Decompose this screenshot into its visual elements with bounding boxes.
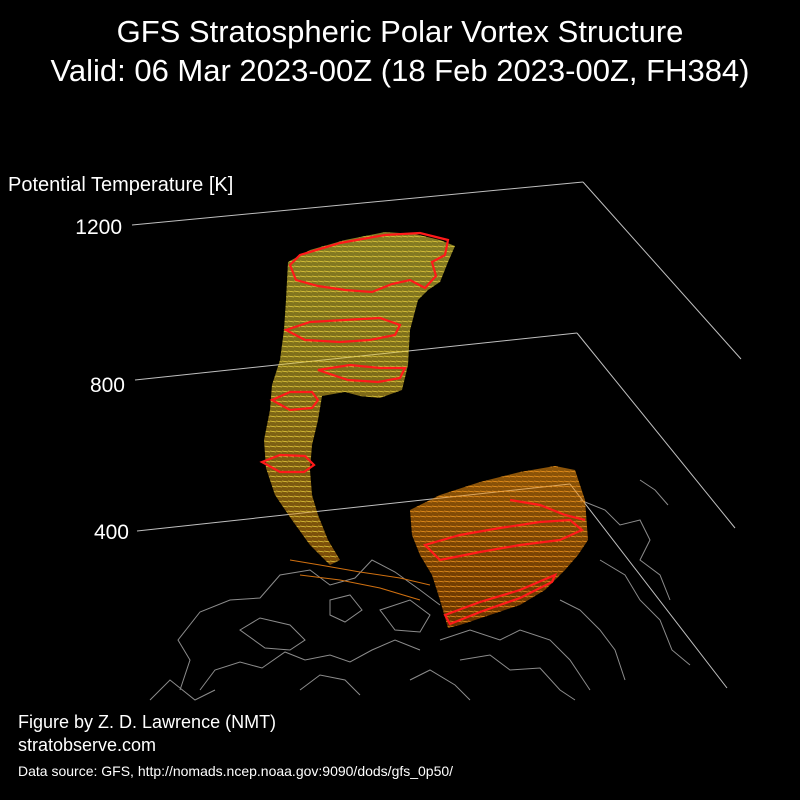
- author-credit: Figure by Z. D. Lawrence (NMT): [18, 712, 277, 732]
- site-credit: stratobserve.com: [18, 735, 157, 755]
- grid-line-1200-depth: [582, 181, 742, 360]
- vortex-lower-contours: [422, 498, 586, 626]
- coastline-map: [149, 479, 691, 701]
- z-axis-label: Potential Temperature [K]: [8, 174, 234, 196]
- chart-title: GFS Stratospheric Polar Vortex Structure: [116, 14, 684, 49]
- z-tick-800: 800: [89, 374, 125, 397]
- chart-subtitle: Valid: 06 Mar 2023-00Z (18 Feb 2023-00Z,…: [50, 53, 750, 88]
- vortex-upper-lobe: [259, 231, 455, 565]
- grid-line-800-depth: [576, 332, 736, 529]
- vortex-filaments: [289, 559, 431, 601]
- vortex-upper-contours: [259, 231, 450, 474]
- z-tick-400: 400: [93, 521, 129, 544]
- grid-line-400-depth: [569, 483, 728, 689]
- data-source: Data source: GFS, http://nomads.ncep.noa…: [18, 763, 454, 779]
- vortex-lower-lobe: [410, 466, 588, 628]
- grid-line-1200: [131, 181, 584, 226]
- z-tick-1200: 1200: [75, 216, 122, 239]
